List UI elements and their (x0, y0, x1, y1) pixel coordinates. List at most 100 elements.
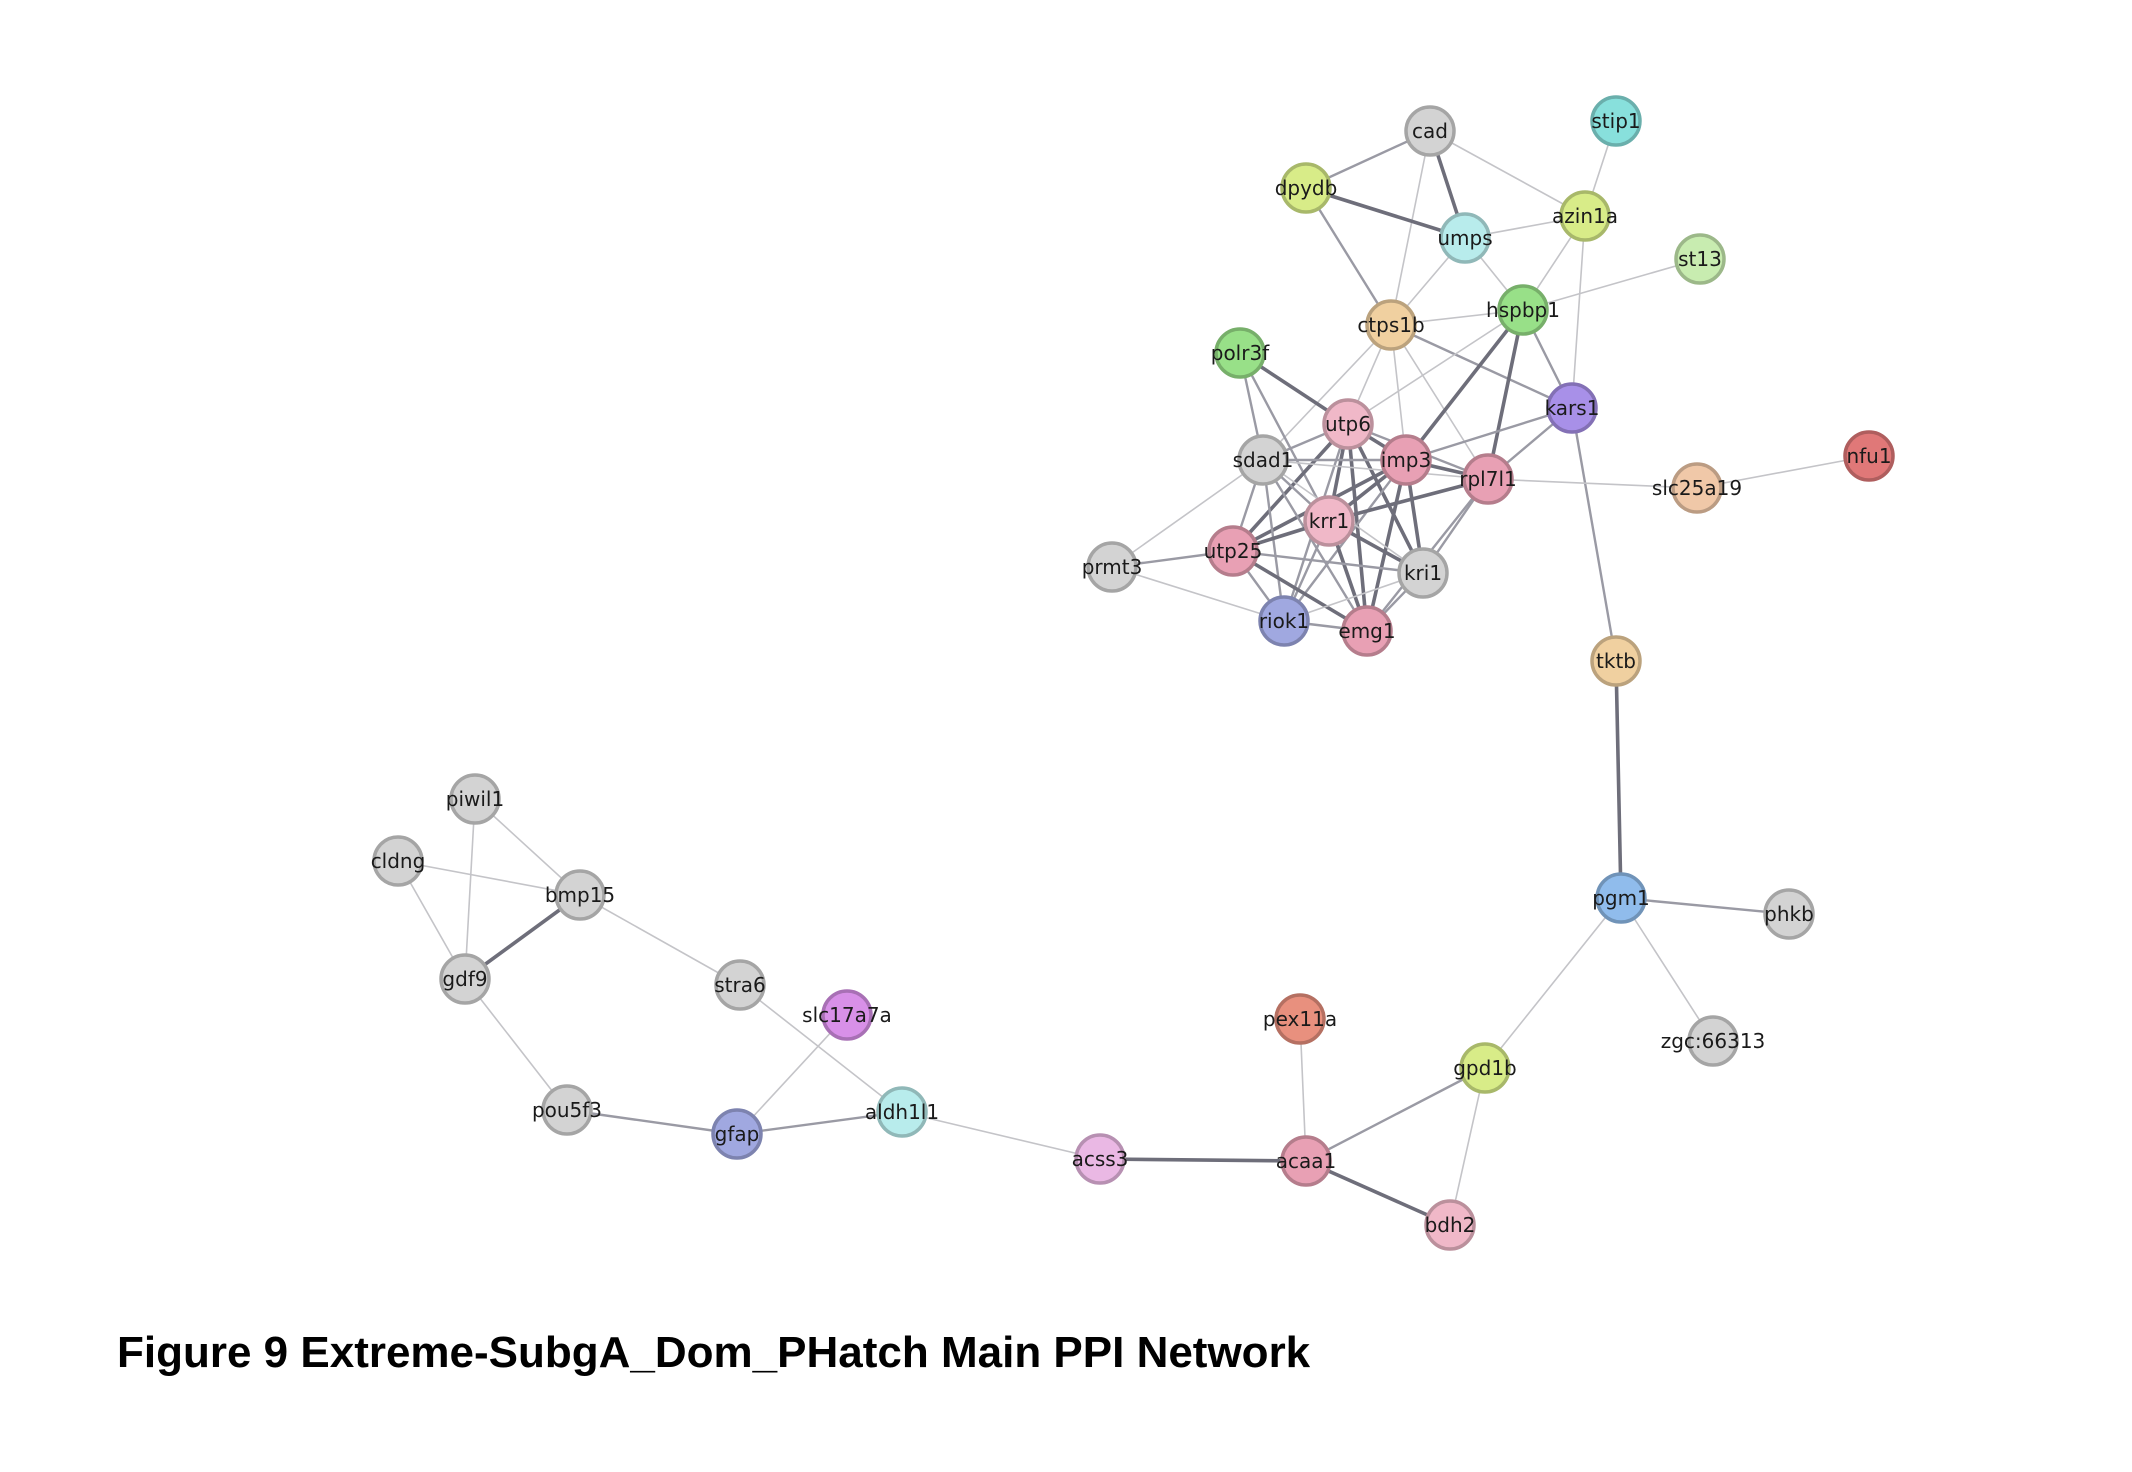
node-stra6[interactable]: stra6 (714, 959, 766, 1011)
node-circle-kri1 (1397, 547, 1449, 599)
node-dpydb[interactable]: dpydb (1275, 162, 1338, 214)
node-label-gdf9: gdf9 (442, 967, 487, 991)
node-label-slc25a19: slc25a19 (1652, 476, 1742, 500)
node-circle-gfap (711, 1108, 763, 1160)
node-circle-cad (1404, 105, 1456, 157)
node-gdf9[interactable]: gdf9 (439, 953, 491, 1005)
node-circle-polr3f (1214, 327, 1266, 379)
node-label-pex11a: pex11a (1263, 1007, 1337, 1031)
node-utp6[interactable]: utp6 (1322, 398, 1374, 450)
node-azin1a[interactable]: azin1a (1552, 190, 1618, 242)
edge-acss3-aldh1l1 (901, 1111, 1101, 1160)
node-label-stip1: stip1 (1591, 109, 1640, 133)
edge-dpydb-ctps1b (1304, 186, 1393, 327)
node-bdh2[interactable]: bdh2 (1424, 1199, 1476, 1251)
node-tktb[interactable]: tktb (1590, 635, 1642, 687)
node-circle-pgm1 (1595, 872, 1647, 924)
node-gfap[interactable]: gfap (711, 1108, 763, 1160)
edge-gpd1b-acaa1 (1304, 1066, 1487, 1163)
node-nfu1[interactable]: nfu1 (1843, 430, 1895, 482)
node-circle-stip1 (1590, 95, 1642, 147)
node-label-st13: st13 (1678, 247, 1722, 271)
node-prmt3[interactable]: prmt3 (1082, 541, 1143, 593)
node-circle-st13 (1674, 233, 1726, 285)
node-circle-pou5f3 (541, 1084, 593, 1136)
node-label-kri1: kri1 (1404, 561, 1442, 585)
node-slc25a19[interactable]: slc25a19 (1652, 462, 1742, 514)
edge-gfap-slc17a7a (736, 1014, 848, 1135)
edge-ctps1b-kars1 (1389, 323, 1574, 410)
node-label-umps: umps (1437, 226, 1492, 250)
node-emg1[interactable]: emg1 (1338, 605, 1396, 657)
node-cldng[interactable]: cldng (371, 835, 426, 887)
node-utp25[interactable]: utp25 (1204, 525, 1263, 577)
node-circle-prmt3 (1086, 541, 1138, 593)
edge-hspbp1-rpl7l1 (1486, 308, 1525, 481)
edge-pgm1-gpd1b (1484, 897, 1622, 1069)
node-aldh1l1[interactable]: aldh1l1 (865, 1086, 939, 1138)
node-riok1[interactable]: riok1 (1258, 595, 1310, 647)
node-label-dpydb: dpydb (1275, 176, 1338, 200)
edge-aldh1l1-gfap (735, 1110, 904, 1136)
node-circle-hspbp1 (1497, 284, 1549, 336)
node-circle-imp3 (1380, 434, 1432, 486)
node-st13[interactable]: st13 (1674, 233, 1726, 285)
node-pex11a[interactable]: pex11a (1263, 993, 1337, 1045)
node-imp3[interactable]: imp3 (1380, 434, 1432, 486)
edge-pou5f3-gdf9 (464, 978, 568, 1111)
edge-utp6-kri1 (1346, 422, 1425, 575)
node-label-pou5f3: pou5f3 (532, 1098, 602, 1122)
node-label-riok1: riok1 (1259, 609, 1309, 633)
node-acss3[interactable]: acss3 (1072, 1133, 1129, 1185)
node-bmp15[interactable]: bmp15 (545, 869, 615, 921)
node-label-emg1: emg1 (1338, 619, 1395, 643)
node-label-hspbp1: hspbp1 (1486, 298, 1560, 322)
node-cad[interactable]: cad (1404, 105, 1456, 157)
node-ctps1b[interactable]: ctps1b (1357, 299, 1425, 351)
node-kars1[interactable]: kars1 (1545, 382, 1600, 434)
node-circle-gdf9 (439, 953, 491, 1005)
node-polr3f[interactable]: polr3f (1211, 327, 1270, 379)
node-circle-utp6 (1322, 398, 1374, 450)
node-slc17a7a[interactable]: slc17a7a (802, 989, 892, 1041)
edge-sdad1-riok1 (1261, 458, 1286, 623)
node-gpd1b[interactable]: gpd1b (1453, 1042, 1517, 1094)
node-piwil1[interactable]: piwil1 (446, 773, 504, 825)
node-phkb[interactable]: phkb (1763, 888, 1815, 940)
node-circle-gpd1b (1459, 1042, 1511, 1094)
edge-kars1-tktb (1570, 406, 1618, 663)
node-circle-emg1 (1341, 605, 1393, 657)
node-zgc66313[interactable]: zgc:66313 (1661, 1015, 1766, 1067)
edge-polr3f-krr1 (1238, 351, 1331, 523)
node-label-bmp15: bmp15 (545, 883, 615, 907)
node-label-rpl7l1: rpl7l1 (1459, 467, 1516, 491)
node-circle-kars1 (1546, 382, 1598, 434)
node-kri1[interactable]: kri1 (1397, 547, 1449, 599)
edge-bmp15-cldng (397, 860, 581, 896)
node-hspbp1[interactable]: hspbp1 (1486, 284, 1560, 336)
node-circle-umps (1439, 212, 1491, 264)
node-pou5f3[interactable]: pou5f3 (532, 1084, 602, 1136)
node-label-cad: cad (1412, 119, 1448, 143)
node-label-acss3: acss3 (1072, 1147, 1129, 1171)
node-circle-nfu1 (1843, 430, 1895, 482)
node-layer: cad stip1 dpydb azin1a umps st13 hspbp1 ctps1b p… (371, 95, 1895, 1251)
node-pgm1[interactable]: pgm1 (1592, 872, 1650, 924)
node-krr1[interactable]: krr1 (1303, 495, 1355, 547)
node-acaa1[interactable]: acaa1 (1276, 1135, 1337, 1187)
edge-sdad1-emg1 (1261, 458, 1369, 633)
edge-bmp15-stra6 (579, 894, 741, 986)
node-circle-krr1 (1303, 495, 1355, 547)
edge-acaa1-bdh2 (1304, 1159, 1452, 1227)
node-rpl7l1[interactable]: rpl7l1 (1459, 453, 1517, 505)
node-sdad1[interactable]: sdad1 (1233, 434, 1294, 486)
node-circle-aldh1l1 (876, 1086, 928, 1138)
edge-rpl7l1-krr1 (1327, 477, 1490, 523)
edge-imp3-emg1 (1365, 458, 1408, 633)
node-umps[interactable]: umps (1437, 212, 1493, 264)
node-label-gfap: gfap (715, 1122, 760, 1146)
node-stip1[interactable]: stip1 (1590, 95, 1642, 147)
node-label-utp25: utp25 (1204, 539, 1263, 563)
edge-gpd1b-bdh2 (1449, 1067, 1486, 1226)
